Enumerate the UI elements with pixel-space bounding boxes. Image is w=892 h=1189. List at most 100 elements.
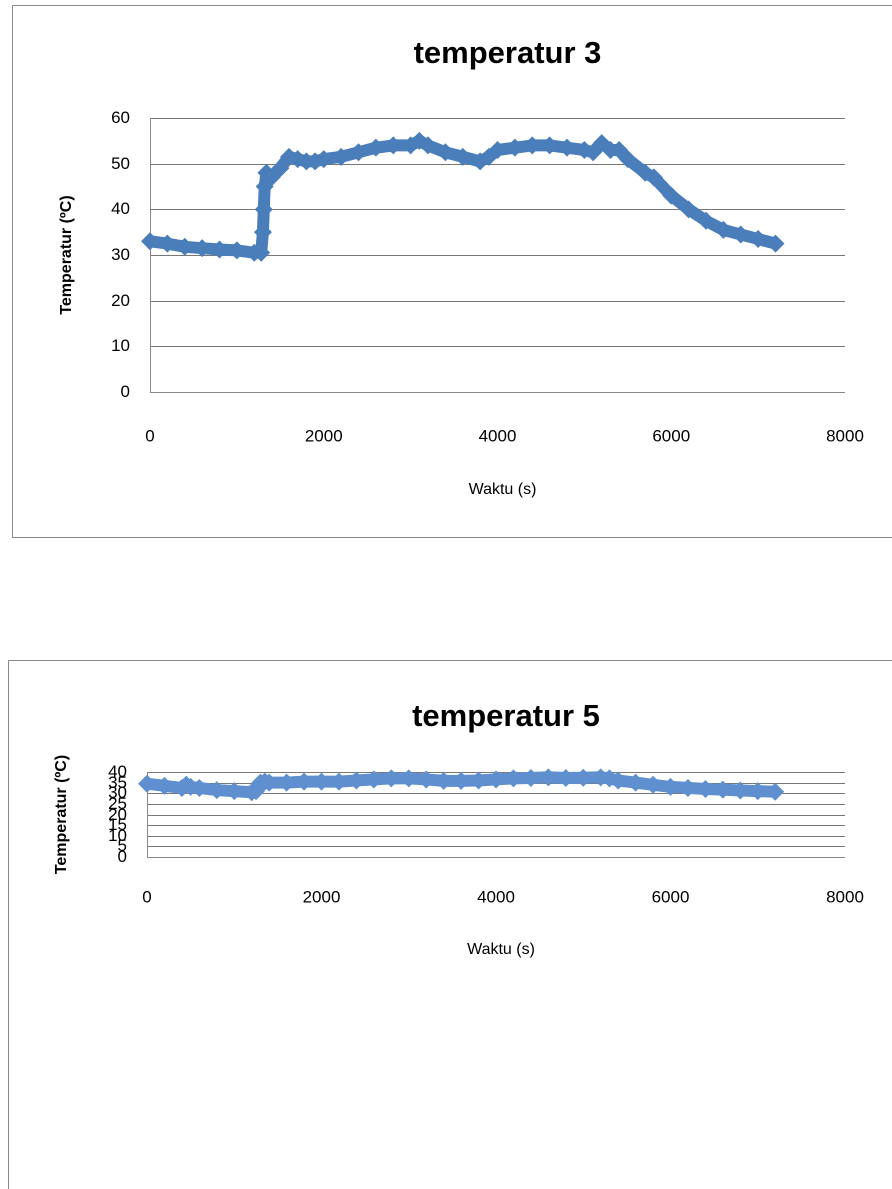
data-point bbox=[382, 769, 401, 788]
data-point bbox=[434, 771, 453, 790]
data-point bbox=[364, 770, 383, 789]
data-point bbox=[252, 243, 271, 262]
data-point bbox=[277, 773, 296, 792]
data-point bbox=[618, 150, 637, 169]
data-point bbox=[366, 138, 385, 157]
y-axis-label: Temperatur (ºC) bbox=[53, 755, 70, 874]
data-point bbox=[505, 138, 524, 157]
x-tick-label: 0 bbox=[142, 887, 151, 906]
data-point bbox=[749, 230, 768, 249]
y-tick-label: 20 bbox=[108, 805, 127, 824]
data-point bbox=[678, 778, 697, 797]
data-point bbox=[419, 136, 437, 155]
data-point bbox=[349, 143, 368, 162]
y-tick-label: 30 bbox=[111, 245, 130, 264]
data-point bbox=[469, 771, 488, 790]
data-point bbox=[417, 770, 436, 789]
data-point bbox=[210, 240, 229, 259]
data-point bbox=[155, 776, 174, 795]
data-point bbox=[312, 772, 331, 791]
y-tick-label: 10 bbox=[111, 336, 130, 355]
data-point bbox=[453, 147, 472, 166]
x-tick-label: 4000 bbox=[477, 887, 515, 906]
data-point bbox=[697, 211, 715, 230]
data-point bbox=[556, 768, 575, 787]
data-point bbox=[574, 768, 593, 787]
y-tick-label: 25 bbox=[108, 794, 127, 813]
data-point bbox=[295, 772, 314, 791]
data-point bbox=[193, 239, 212, 258]
y-tick-label: 0 bbox=[121, 382, 130, 401]
data-point bbox=[714, 220, 733, 239]
y-tick-label: 15 bbox=[108, 815, 127, 834]
y-tick-label: 10 bbox=[108, 826, 127, 845]
data-point bbox=[138, 774, 156, 793]
y-tick-label: 50 bbox=[111, 154, 130, 173]
data-point bbox=[207, 781, 226, 800]
data-point bbox=[158, 234, 177, 253]
data-point bbox=[314, 150, 333, 169]
data-point bbox=[539, 768, 558, 787]
data-point bbox=[260, 773, 279, 792]
data-point bbox=[190, 778, 209, 797]
data-point bbox=[661, 777, 680, 796]
x-tick-label: 8000 bbox=[826, 426, 864, 445]
y-tick-label: 35 bbox=[108, 773, 127, 792]
data-point bbox=[504, 769, 523, 788]
data-point bbox=[644, 168, 663, 187]
x-axis-label: Waktu (s) bbox=[467, 941, 535, 958]
data-point bbox=[452, 771, 471, 790]
x-tick-label: 6000 bbox=[652, 426, 690, 445]
data-point bbox=[254, 200, 273, 219]
data-point bbox=[731, 781, 750, 800]
data-point bbox=[488, 140, 507, 159]
chart-frame bbox=[8, 660, 892, 1189]
x-tick-label: 8000 bbox=[826, 887, 864, 906]
data-point bbox=[558, 138, 576, 157]
y-tick-label: 30 bbox=[108, 783, 127, 802]
x-tick-label: 2000 bbox=[305, 426, 343, 445]
data-point bbox=[384, 136, 403, 155]
chart-frame bbox=[12, 5, 892, 538]
x-tick-label: 0 bbox=[145, 426, 154, 445]
y-tick-label: 20 bbox=[111, 291, 130, 310]
y-tick-label: 40 bbox=[111, 199, 130, 218]
data-point bbox=[141, 232, 159, 251]
data-point bbox=[713, 780, 732, 799]
data-point bbox=[626, 773, 645, 792]
data-point bbox=[609, 771, 628, 790]
data-point bbox=[175, 237, 194, 256]
chart-title: temperatur 5 bbox=[412, 698, 600, 733]
data-point bbox=[644, 775, 663, 794]
data-point bbox=[523, 136, 542, 155]
data-point bbox=[662, 186, 681, 205]
y-tick-label: 40 bbox=[108, 762, 127, 781]
y-tick-label: 5 bbox=[118, 836, 127, 855]
data-point bbox=[225, 782, 244, 801]
data-point bbox=[332, 147, 351, 166]
data-point bbox=[329, 772, 348, 791]
data-point bbox=[399, 769, 418, 788]
data-point bbox=[696, 780, 715, 798]
data-point bbox=[766, 782, 785, 801]
data-point bbox=[748, 782, 767, 801]
y-tick-label: 0 bbox=[118, 847, 127, 866]
data-point bbox=[731, 225, 750, 244]
x-tick-label: 6000 bbox=[652, 887, 690, 906]
x-tick-label: 4000 bbox=[479, 426, 517, 445]
data-point bbox=[540, 136, 559, 155]
data-point bbox=[436, 143, 455, 162]
chart-title: temperatur 3 bbox=[414, 35, 602, 70]
data-point bbox=[347, 771, 366, 790]
y-tick-label: 60 bbox=[111, 108, 130, 127]
y-axis-label: Temperatur (ºC) bbox=[58, 195, 75, 314]
data-point bbox=[766, 234, 785, 253]
data-point bbox=[679, 200, 698, 219]
data-point bbox=[253, 223, 272, 242]
data-point bbox=[521, 768, 540, 787]
x-axis-label: Waktu (s) bbox=[469, 481, 537, 498]
data-point bbox=[487, 770, 505, 789]
data-point bbox=[227, 241, 246, 260]
data-point bbox=[271, 159, 290, 178]
